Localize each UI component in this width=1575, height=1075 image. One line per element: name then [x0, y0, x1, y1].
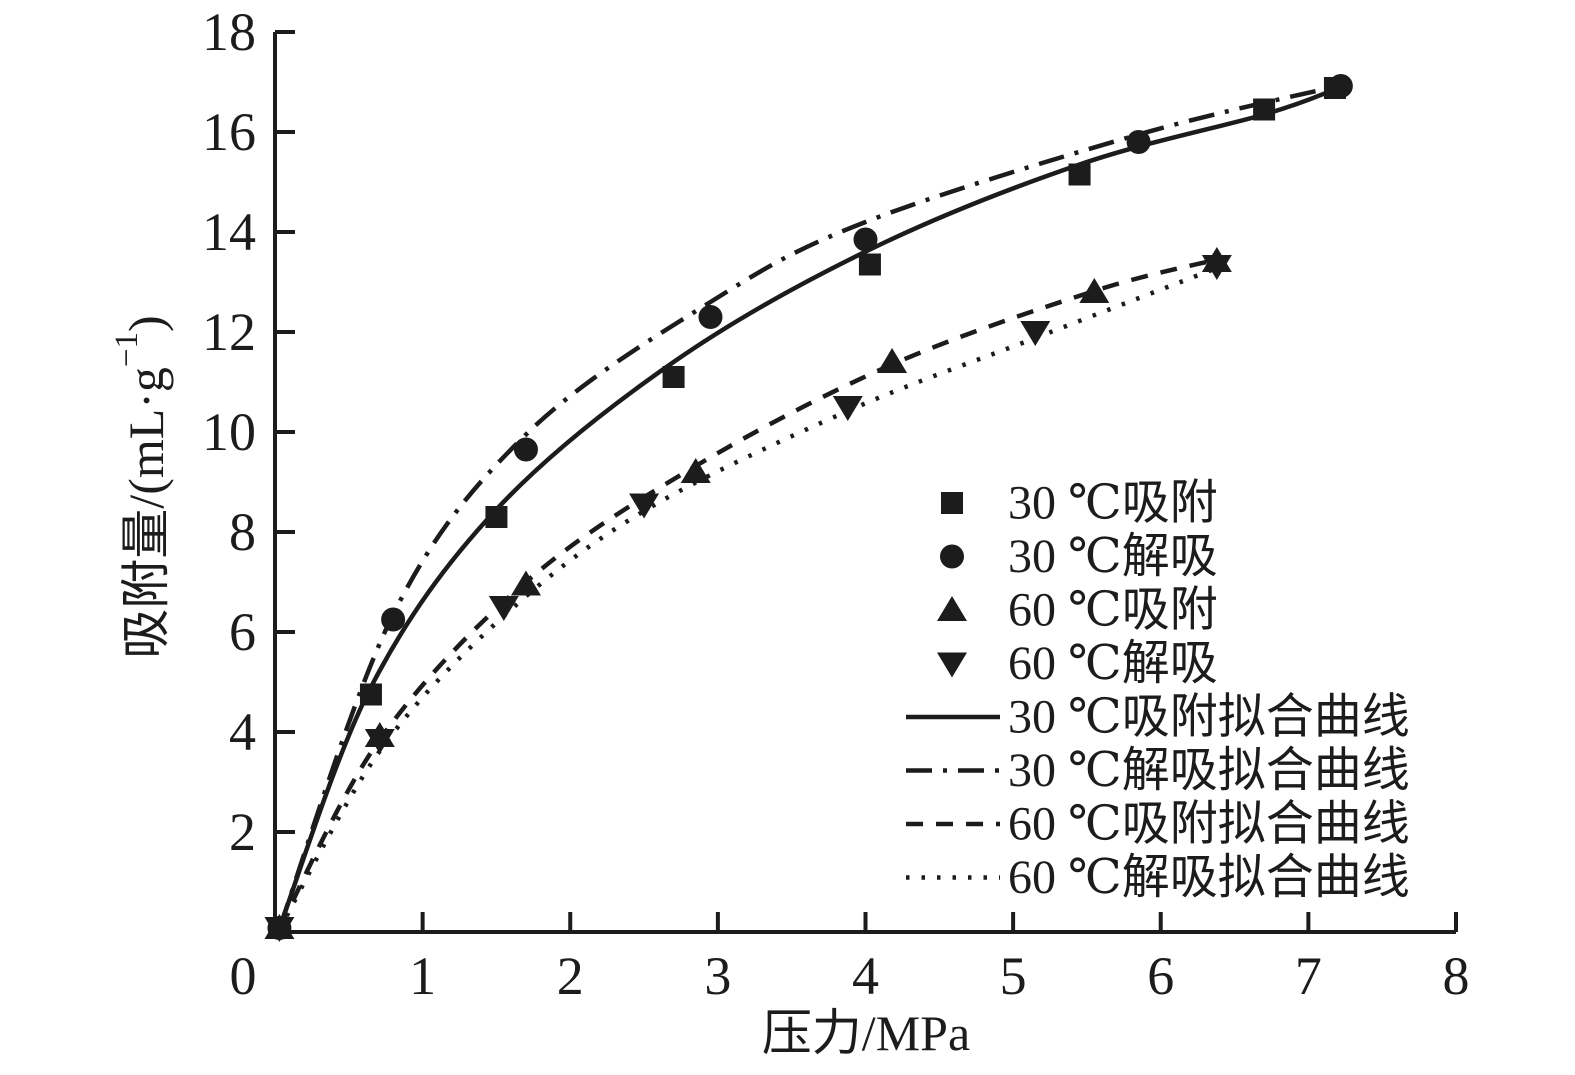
legend-swatch-square: [941, 492, 963, 514]
data-point-square: [1068, 163, 1091, 186]
data-point-circle: [853, 227, 878, 252]
y-tick-label: 18: [202, 2, 256, 62]
data-point-triangle-up: [877, 348, 908, 373]
data-point-triangle-down: [832, 396, 863, 421]
legend-swatch-triangle-up: [937, 596, 967, 621]
y-tick-label: 16: [202, 102, 256, 162]
legend-swatch-circle: [940, 544, 964, 569]
legend-label: 60 ℃解吸拟合曲线: [1008, 851, 1410, 904]
x-tick-label: 6: [1147, 946, 1174, 1006]
legend-label: 60 ℃吸附: [1008, 584, 1218, 637]
legend-label: 60 ℃吸附拟合曲线: [1008, 798, 1410, 851]
y-tick-label: 12: [202, 302, 256, 362]
fit-curve-dashdot: [277, 83, 1339, 929]
data-point-circle: [1328, 74, 1353, 98]
y-tick-label: 2: [229, 802, 256, 862]
y-axis-title: 吸附量/(mL·g−1): [109, 315, 174, 658]
data-point-square: [485, 506, 508, 528]
data-point-circle: [698, 305, 723, 329]
legend-label: 30 ℃解吸拟合曲线: [1008, 744, 1410, 797]
data-point-square: [359, 683, 382, 706]
data-point-triangle-up: [510, 570, 541, 596]
data-point-triangle-down: [488, 596, 519, 621]
data-point-square: [662, 366, 685, 388]
y-tick-label: 4: [229, 702, 256, 762]
y-tick-label: 8: [229, 502, 256, 562]
data-point-triangle-down: [1201, 255, 1232, 280]
legend-label: 30 ℃吸附: [1008, 477, 1218, 530]
legend-label: 60 ℃解吸: [1008, 637, 1218, 690]
y-tick-label: 10: [202, 402, 256, 462]
x-tick-label: 4: [852, 946, 879, 1006]
y-tick-label: 14: [202, 202, 256, 262]
data-point-triangle-down: [264, 917, 295, 942]
x-tick-label: 5: [1000, 946, 1027, 1006]
x-tick-label: 7: [1295, 946, 1322, 1006]
data-point-circle: [381, 607, 406, 632]
data-point-triangle-down: [629, 493, 660, 519]
y-tick-label: 6: [229, 602, 256, 662]
data-point-triangle-up: [680, 458, 711, 483]
legend-label: 30 ℃解吸: [1008, 530, 1218, 583]
data-point-triangle-down: [364, 729, 395, 754]
x-axis-title: 压力/MPa: [762, 1005, 970, 1061]
legend-swatch-triangle-down: [937, 652, 967, 678]
data-point-triangle-down: [1020, 321, 1051, 346]
data-point-circle: [513, 437, 538, 462]
data-point-circle: [1126, 130, 1151, 154]
x-tick-label: 8: [1443, 946, 1470, 1006]
x-tick-label: 3: [704, 946, 731, 1006]
x-tick-label: 2: [557, 946, 584, 1006]
x-tick-label: 0: [230, 946, 257, 1006]
data-point-square: [1253, 98, 1276, 121]
x-tick-label: 1: [409, 946, 436, 1006]
data-point-triangle-up: [1079, 278, 1110, 303]
legend-label: 30 ℃吸附拟合曲线: [1008, 691, 1410, 744]
data-point-square: [858, 253, 881, 276]
